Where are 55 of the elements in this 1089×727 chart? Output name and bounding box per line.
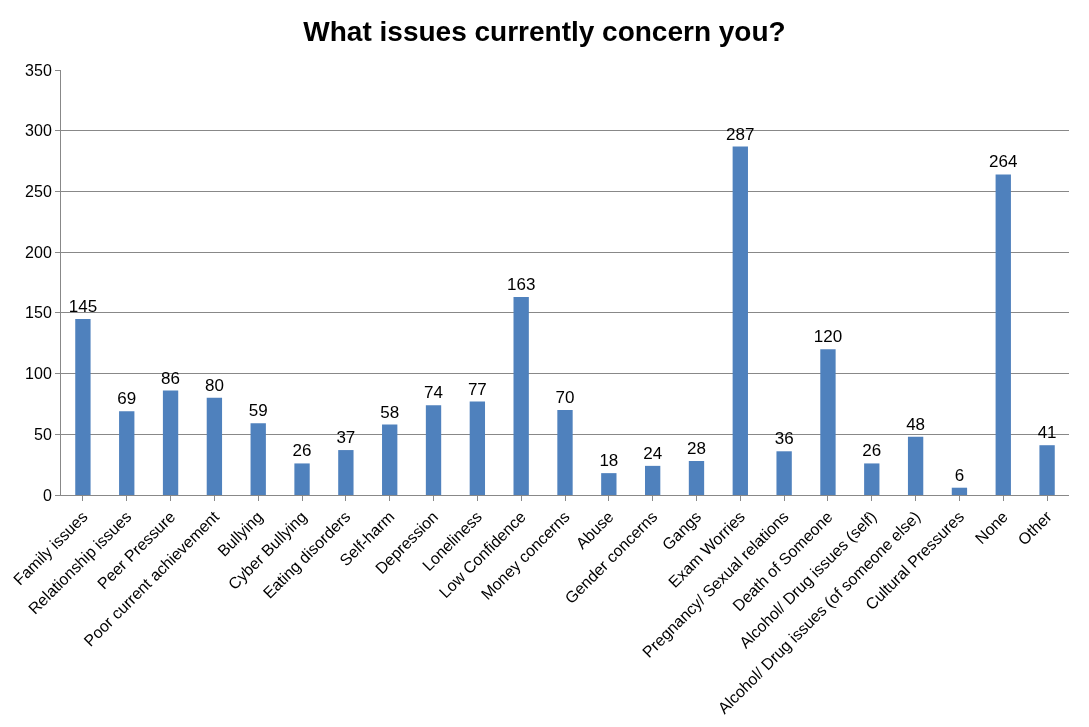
y-tick-label: 250: [25, 183, 52, 201]
y-tick-label: 0: [42, 486, 52, 504]
bar: [951, 487, 968, 495]
bar: [644, 465, 661, 495]
data-label: 264: [989, 152, 1018, 172]
data-label: 18: [599, 451, 619, 471]
y-tick-label: 150: [25, 304, 52, 322]
data-label: 37: [336, 428, 356, 448]
data-label: 80: [204, 375, 224, 395]
bar: [688, 461, 705, 495]
bar: [382, 424, 398, 495]
data-label: 58: [380, 402, 400, 422]
chart-title: What issues currently concern you?: [303, 16, 786, 48]
data-label: 36: [774, 429, 794, 449]
y-tick-label: 200: [25, 243, 52, 261]
bar: [864, 463, 880, 495]
data-label: 26: [292, 441, 312, 461]
bar: [75, 318, 91, 495]
bar: [119, 411, 135, 495]
data-label: 287: [726, 124, 755, 144]
data-label: 6: [954, 465, 965, 485]
bar: [469, 401, 486, 495]
data-label: 120: [813, 327, 843, 347]
bar: [1039, 445, 1055, 495]
data-label: 77: [467, 379, 487, 399]
bar: [425, 405, 442, 495]
bar: [513, 297, 529, 495]
y-tick-label: 350: [25, 61, 52, 79]
data-label: 70: [555, 388, 575, 407]
bar: [907, 436, 924, 495]
data-label: 145: [68, 296, 98, 316]
data-label: 41: [1037, 423, 1057, 443]
data-label: 59: [248, 401, 268, 421]
data-label: 24: [643, 443, 663, 463]
data-label: 163: [506, 275, 536, 295]
bar: [557, 410, 573, 495]
bar: [601, 473, 617, 495]
y-tick-label: 50: [34, 425, 52, 443]
bar: [250, 423, 266, 495]
y-tick-label: 300: [25, 122, 52, 140]
bar: [995, 174, 1011, 495]
data-label: 48: [906, 414, 926, 434]
y-tick-label: 100: [25, 365, 52, 383]
bar: [776, 451, 792, 495]
data-label: 86: [161, 368, 181, 388]
data-label: 69: [117, 389, 137, 409]
bar: [294, 463, 310, 495]
bar: [162, 390, 179, 495]
bar: [338, 450, 354, 495]
bar: [820, 349, 836, 495]
data-label: 74: [424, 383, 443, 403]
data-label: 28: [687, 439, 706, 458]
bar: [732, 146, 748, 495]
data-label: 26: [862, 441, 882, 461]
bar: [206, 397, 223, 495]
